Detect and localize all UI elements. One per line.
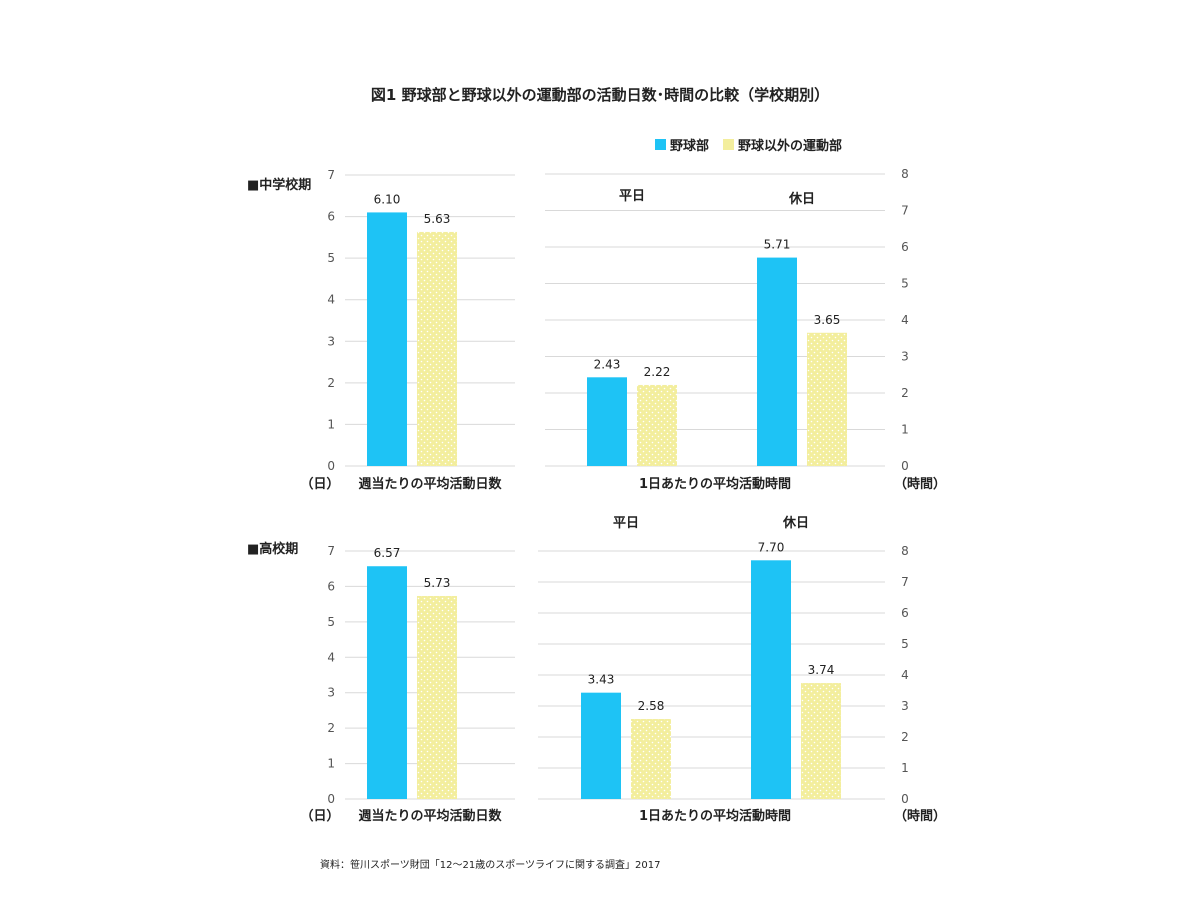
data-label: 6.57 xyxy=(374,546,401,560)
y-tick-label: 4 xyxy=(327,293,335,307)
data-label: 3.65 xyxy=(814,313,841,327)
category-label: 平日 xyxy=(613,516,639,531)
y-tick-label: 4 xyxy=(901,313,909,327)
y-tick-label: 6 xyxy=(901,240,909,254)
y-tick-label: 6 xyxy=(327,579,335,593)
bar-other-sports xyxy=(417,231,457,466)
y-tick-label: 1 xyxy=(327,417,335,431)
y-tick-label: 6 xyxy=(901,606,909,620)
y-tick-label: 1 xyxy=(901,761,909,775)
legend-label-baseball: 野球部 xyxy=(670,138,709,154)
bar-baseball xyxy=(581,692,621,799)
category-label: 休日 xyxy=(788,191,815,207)
days-axis-label: 週当たりの平均活動日数 xyxy=(358,808,502,824)
category-label: 休日 xyxy=(782,515,809,531)
y-tick-label: 5 xyxy=(327,615,335,629)
panel-label-high-school: ■高校期 xyxy=(247,541,298,557)
source-note: 資料：笹川スポーツ財団「12～21歳のスポーツライフに関する調査」2017 xyxy=(320,858,661,871)
hours-unit-label: （時間） xyxy=(894,476,946,492)
y-tick-label: 2 xyxy=(901,386,909,400)
chart-title: 図1 野球部と野球以外の運動部の活動日数･時間の比較（学校期別） xyxy=(371,86,829,104)
y-tick-label: 2 xyxy=(327,721,335,735)
y-tick-label: 0 xyxy=(327,792,335,806)
days-unit-label: （日） xyxy=(300,476,339,492)
hours-axis-label: 1日あたりの平均活動時間 xyxy=(639,476,791,492)
y-tick-label: 0 xyxy=(327,459,335,473)
y-tick-label: 7 xyxy=(327,168,335,182)
y-tick-label: 3 xyxy=(327,334,335,348)
y-tick-label: 4 xyxy=(901,668,909,682)
y-tick-label: 7 xyxy=(901,204,909,218)
y-tick-label: 2 xyxy=(901,730,909,744)
data-label: 5.63 xyxy=(424,212,451,226)
bar-other-sports xyxy=(637,384,677,466)
bar-baseball xyxy=(757,257,797,466)
y-tick-label: 4 xyxy=(327,650,335,664)
y-tick-label: 8 xyxy=(901,167,909,181)
bar-baseball xyxy=(367,212,407,466)
bar-other-sports xyxy=(631,719,671,799)
legend-label-other: 野球以外の運動部 xyxy=(738,138,842,154)
data-label: 7.70 xyxy=(758,540,785,554)
days-unit-label: （日） xyxy=(300,808,339,824)
data-label: 2.22 xyxy=(644,365,671,379)
y-tick-label: 5 xyxy=(901,277,909,291)
y-tick-label: 0 xyxy=(901,792,909,806)
hours-axis-label: 1日あたりの平均活動時間 xyxy=(639,808,791,824)
data-label: 5.71 xyxy=(764,238,791,252)
legend-swatch-other xyxy=(723,139,734,150)
bar-other-sports xyxy=(807,332,847,466)
y-tick-label: 2 xyxy=(327,376,335,390)
data-label: 5.73 xyxy=(424,576,451,590)
bar-baseball xyxy=(751,560,791,799)
y-tick-label: 7 xyxy=(327,544,335,558)
data-label: 3.74 xyxy=(808,663,835,677)
legend: 野球部 野球以外の運動部 xyxy=(655,138,842,154)
days-axis-label: 週当たりの平均活動日数 xyxy=(358,476,502,492)
y-tick-label: 5 xyxy=(327,251,335,265)
y-tick-label: 8 xyxy=(901,544,909,558)
y-tick-label: 7 xyxy=(901,575,909,589)
legend-swatch-baseball xyxy=(655,139,666,150)
bar-other-sports xyxy=(417,595,457,799)
y-tick-label: 6 xyxy=(327,210,335,224)
y-tick-label: 5 xyxy=(901,637,909,651)
bar-baseball xyxy=(367,566,407,799)
y-tick-label: 3 xyxy=(327,686,335,700)
y-tick-label: 3 xyxy=(901,699,909,713)
data-label: 6.10 xyxy=(374,192,401,206)
y-tick-label: 1 xyxy=(901,423,909,437)
category-label: 平日 xyxy=(619,189,645,204)
y-tick-label: 0 xyxy=(901,459,909,473)
y-tick-label: 3 xyxy=(901,350,909,364)
data-label: 3.43 xyxy=(588,673,615,687)
data-label: 2.43 xyxy=(594,357,621,371)
panel-label-junior-high: ■中学校期 xyxy=(247,177,311,193)
data-label: 2.58 xyxy=(638,699,665,713)
y-tick-label: 1 xyxy=(327,757,335,771)
hours-unit-label: （時間） xyxy=(894,808,946,824)
bar-other-sports xyxy=(801,683,841,799)
bar-baseball xyxy=(587,377,627,466)
